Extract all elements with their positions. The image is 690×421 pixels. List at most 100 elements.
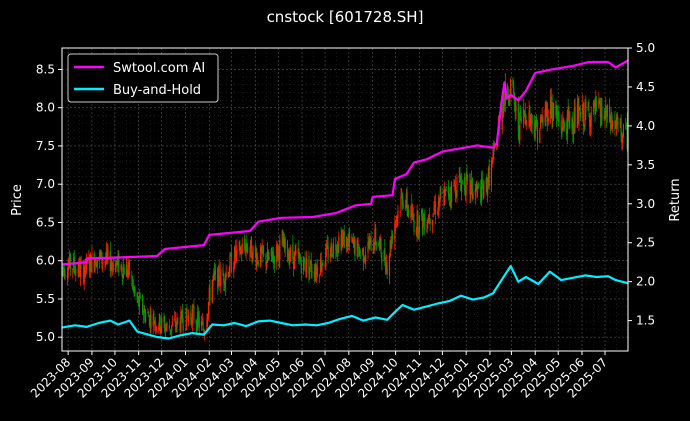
candle-body bbox=[577, 102, 579, 123]
candle-body bbox=[155, 326, 157, 331]
candle-body bbox=[160, 327, 162, 333]
candle-body bbox=[190, 312, 192, 320]
candle-body bbox=[104, 261, 106, 263]
candle-body bbox=[79, 264, 82, 278]
candle-body bbox=[84, 259, 86, 274]
candle-body bbox=[250, 239, 252, 250]
candle-body bbox=[354, 238, 356, 256]
candle-body bbox=[288, 253, 290, 264]
candle-body bbox=[523, 110, 526, 116]
candle-body bbox=[625, 124, 628, 126]
candle-body bbox=[529, 120, 532, 126]
candle-body bbox=[556, 113, 559, 115]
candle-body bbox=[257, 261, 259, 265]
candle-body bbox=[550, 96, 552, 117]
candle-body bbox=[68, 264, 70, 268]
candle-body bbox=[246, 242, 248, 249]
candle-body bbox=[528, 111, 530, 126]
candle-body bbox=[286, 241, 289, 258]
candle-body bbox=[299, 257, 301, 260]
candle-body bbox=[179, 321, 181, 331]
candlesticks bbox=[61, 73, 629, 341]
candle-body bbox=[214, 270, 216, 275]
candle-body bbox=[332, 242, 335, 254]
candle-body bbox=[326, 244, 328, 247]
candle-body bbox=[520, 110, 522, 116]
candle-body bbox=[278, 247, 280, 260]
candle-body bbox=[148, 315, 150, 317]
candle-body bbox=[539, 117, 542, 128]
candle-body bbox=[513, 86, 515, 94]
candle-body bbox=[174, 319, 177, 327]
candle-body bbox=[444, 189, 446, 205]
candle-body bbox=[540, 120, 542, 122]
candle-body bbox=[138, 295, 141, 307]
candle-body bbox=[617, 121, 619, 126]
candle-body bbox=[454, 182, 456, 187]
candle-body bbox=[62, 267, 65, 270]
plot-frame bbox=[61, 47, 629, 352]
candle-body bbox=[125, 265, 128, 277]
candle-body bbox=[358, 243, 360, 257]
candle-body bbox=[352, 238, 354, 241]
candle-body bbox=[144, 309, 146, 321]
candle-body bbox=[530, 114, 532, 123]
candle-body bbox=[320, 259, 322, 270]
candle-body bbox=[485, 179, 487, 183]
candle-body bbox=[576, 105, 578, 128]
candle-body bbox=[330, 242, 332, 253]
candle-body bbox=[192, 306, 194, 308]
candle-body bbox=[491, 160, 493, 164]
candle-body bbox=[66, 276, 68, 277]
candle-body bbox=[606, 105, 608, 117]
candle-body bbox=[236, 244, 238, 253]
candle-body bbox=[255, 252, 257, 265]
candle-body bbox=[164, 322, 166, 332]
candle-body bbox=[346, 238, 348, 249]
candle-body bbox=[316, 267, 318, 276]
candle-body bbox=[520, 119, 522, 121]
candle-body bbox=[459, 173, 461, 182]
candle-body bbox=[234, 247, 236, 259]
candle-body bbox=[206, 319, 208, 333]
candle-body bbox=[142, 313, 144, 316]
candle-body bbox=[418, 231, 420, 233]
legend-box bbox=[67, 53, 219, 103]
candle-body bbox=[428, 215, 430, 221]
candle-body bbox=[137, 297, 139, 299]
candle-body bbox=[395, 221, 397, 223]
candle-body bbox=[513, 93, 516, 105]
candle-body bbox=[381, 256, 383, 263]
candle-body bbox=[85, 258, 87, 270]
candle-body bbox=[590, 112, 592, 126]
candle-body bbox=[512, 78, 514, 85]
candle-body bbox=[405, 194, 407, 203]
candle-body bbox=[416, 211, 418, 233]
candle-body bbox=[121, 273, 124, 279]
candle-body bbox=[614, 120, 616, 129]
candle-body bbox=[369, 236, 371, 238]
candle-body bbox=[352, 241, 355, 244]
candle-body bbox=[244, 246, 246, 254]
candle-body bbox=[260, 247, 262, 267]
candle-body bbox=[100, 250, 102, 258]
candle-body bbox=[437, 200, 440, 210]
candle-body bbox=[518, 129, 520, 138]
candle-body bbox=[327, 245, 329, 260]
left-tick-label: 5.5 bbox=[36, 292, 55, 306]
right-y-axis: 1.5 2.0 2.5 3.0 3.5 4.0 4.5 5.0 bbox=[628, 41, 655, 328]
candle-body bbox=[547, 117, 549, 123]
candle-body bbox=[481, 178, 483, 189]
candle-body bbox=[593, 101, 595, 103]
candle-body bbox=[343, 231, 345, 249]
candle-body bbox=[567, 107, 569, 120]
candle-body bbox=[289, 256, 291, 261]
candle-body bbox=[421, 210, 423, 215]
candle-body bbox=[490, 161, 493, 185]
candle-body bbox=[397, 210, 399, 219]
candle-body bbox=[534, 131, 536, 139]
candle-body bbox=[572, 131, 575, 134]
candle-body bbox=[571, 118, 573, 129]
candle-body bbox=[245, 244, 247, 253]
candle-body bbox=[77, 267, 79, 274]
